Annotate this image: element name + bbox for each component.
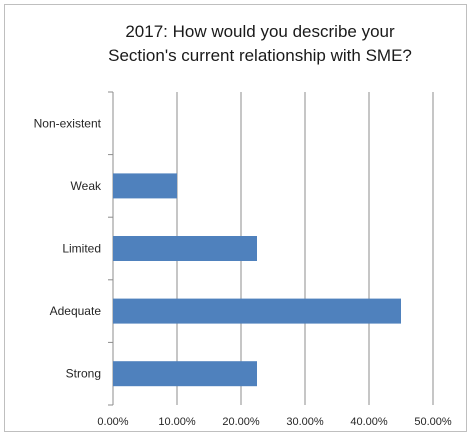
x-tick-label-1: 10.00%	[158, 416, 196, 428]
chart-title: 2017: How would you describe your Sectio…	[40, 20, 473, 68]
category-label-strong: Strong	[66, 367, 101, 381]
x-tick-label-5: 50.00%	[414, 416, 452, 428]
bar-strong	[113, 361, 257, 387]
x-tick-label-4: 40.00%	[350, 416, 388, 428]
bar-limited	[113, 236, 257, 261]
bar-weak	[113, 173, 177, 199]
bar-adequate	[113, 298, 401, 324]
chart-frame	[4, 4, 467, 432]
chart-title-line-1: 2017: How would you describe your	[125, 22, 395, 41]
x-tick-label-3: 30.00%	[286, 416, 324, 428]
x-tick-label-0: 0.00%	[97, 416, 128, 428]
chart-title-line-2: Section's current relationship with SME?	[108, 46, 412, 65]
category-label-adequate: Adequate	[50, 304, 102, 318]
category-label-non-existent: Non-existent	[34, 116, 102, 130]
category-label-weak: Weak	[71, 179, 102, 193]
category-label-limited: Limited	[62, 242, 101, 256]
x-tick-label-2: 20.00%	[222, 416, 260, 428]
